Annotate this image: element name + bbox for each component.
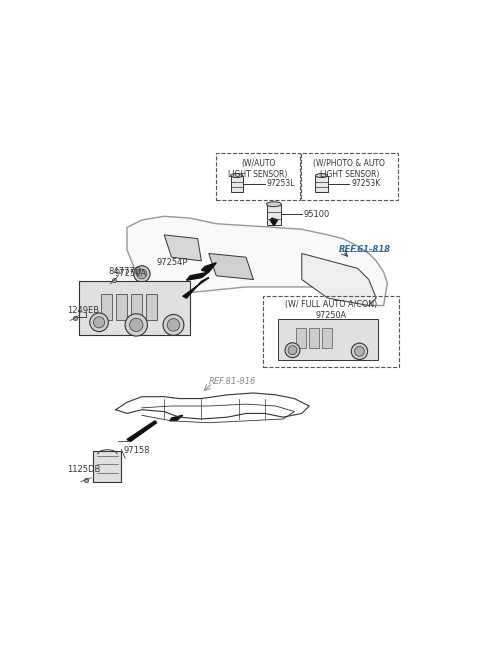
Circle shape [285,343,300,358]
Text: (W/ FULL AUTO A/CON): (W/ FULL AUTO A/CON) [285,300,377,309]
Bar [101,294,112,321]
Ellipse shape [231,173,243,177]
Circle shape [167,319,180,331]
Circle shape [163,315,184,335]
Text: REF.81-816: REF.81-816 [209,377,256,386]
Circle shape [125,314,147,336]
Bar [263,296,398,367]
Bar [145,294,157,321]
Text: (W/AUTO
LIGHT SENSOR): (W/AUTO LIGHT SENSOR) [228,159,288,179]
Circle shape [355,347,364,356]
Text: 97254P: 97254P [156,258,188,268]
Text: (W/PHOTO & AUTO
LIGHT SENSOR): (W/PHOTO & AUTO LIGHT SENSOR) [313,159,385,179]
Polygon shape [164,235,202,261]
Polygon shape [127,216,387,305]
Circle shape [133,266,150,282]
Circle shape [130,318,143,331]
Bar [116,294,127,321]
Bar [94,451,121,482]
Polygon shape [183,278,209,298]
Text: 1249EB: 1249EB [67,306,99,315]
Circle shape [90,313,108,331]
Bar [277,319,378,359]
Bar [301,153,398,200]
Text: 97158: 97158 [123,446,150,455]
Circle shape [94,317,105,328]
Polygon shape [270,218,277,226]
Bar [309,328,319,349]
Ellipse shape [315,173,327,177]
Circle shape [288,346,297,355]
Bar [315,175,327,193]
Bar [266,205,281,224]
Polygon shape [186,272,209,280]
Polygon shape [302,254,376,305]
Circle shape [351,343,368,359]
Bar [216,153,300,200]
Bar [296,328,306,349]
Polygon shape [202,263,216,272]
Text: 97253K: 97253K [351,179,381,189]
Bar [231,175,243,193]
Polygon shape [209,254,253,280]
Polygon shape [127,421,156,442]
Ellipse shape [266,202,281,207]
Text: 84777D: 84777D [108,267,142,276]
Text: 97250A: 97250A [315,311,346,320]
Text: 95100: 95100 [304,210,330,219]
Text: REF.61-818: REF.61-818 [339,245,391,254]
Text: 97253L: 97253L [266,179,295,189]
Bar [131,294,142,321]
Circle shape [137,269,147,279]
Bar [322,328,332,349]
Text: 97250A: 97250A [115,269,147,278]
Bar [79,282,190,335]
Text: 1125DB: 1125DB [67,465,101,475]
Polygon shape [170,415,183,421]
